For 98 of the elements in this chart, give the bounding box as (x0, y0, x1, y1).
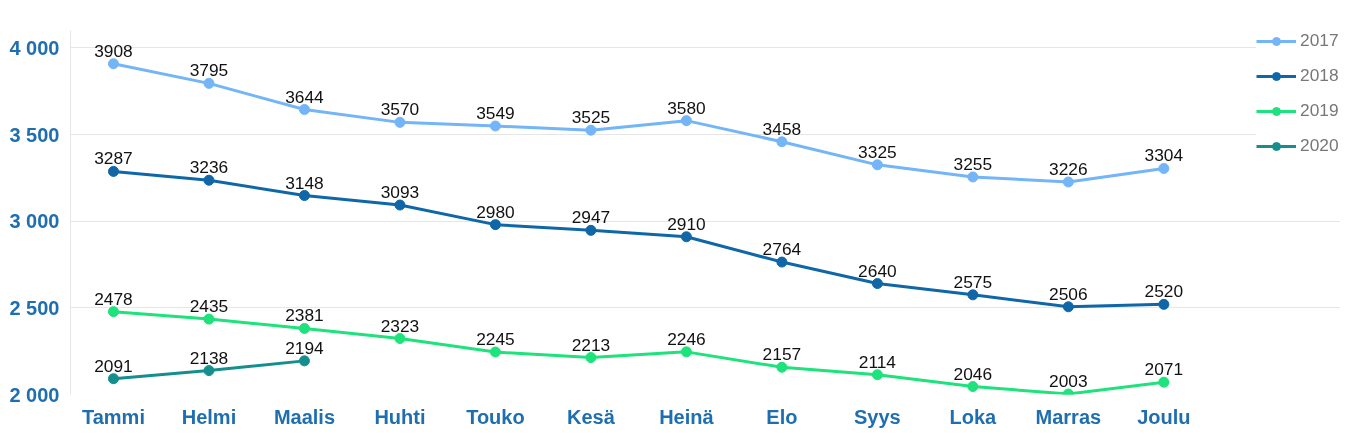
data-label: 2435 (189, 296, 229, 317)
data-label: 2157 (762, 344, 802, 365)
x-tick-label: Loka (949, 405, 998, 428)
data-label: 3236 (189, 157, 229, 178)
data-label: 2980 (476, 201, 515, 222)
point (298, 190, 310, 201)
x-tick-label: Touko (466, 405, 525, 428)
legend-label: 2020 (1300, 135, 1340, 156)
data-label: 2245 (476, 329, 515, 350)
point (394, 199, 406, 211)
y-tick-label: 4 000 (9, 36, 60, 59)
data-label: 3287 (94, 148, 133, 169)
point (776, 361, 788, 373)
point (967, 381, 979, 393)
point (489, 120, 501, 132)
data-label: 2194 (285, 337, 325, 358)
data-label: 2506 (1049, 283, 1088, 304)
point (1158, 376, 1170, 388)
point (1062, 301, 1074, 313)
point (107, 373, 119, 385)
data-label: 2947 (571, 207, 611, 228)
point (394, 116, 406, 128)
data-label: 2910 (667, 213, 706, 234)
data-label: 3304 (1144, 145, 1184, 166)
point (776, 136, 788, 148)
data-label: 2520 (1144, 281, 1184, 302)
point (394, 333, 406, 344)
point (871, 369, 883, 381)
data-label: 3093 (380, 182, 420, 203)
data-label: 2478 (94, 288, 133, 309)
point (489, 346, 501, 358)
data-label: 2046 (953, 363, 993, 384)
data-label: 2381 (285, 305, 324, 326)
point (871, 159, 883, 171)
x-tick-label: Joulu (1137, 405, 1191, 428)
data-label: 3580 (667, 97, 706, 118)
data-label: 3255 (953, 153, 993, 174)
legend-label: 2018 (1300, 65, 1340, 86)
data-label: 2213 (571, 334, 611, 355)
data-label: 2138 (189, 347, 229, 368)
data-label: 3908 (94, 40, 133, 61)
data-label: 2575 (953, 271, 993, 292)
point (967, 171, 979, 183)
data-label: 3525 (571, 107, 611, 128)
data-label: 3148 (285, 172, 324, 193)
data-label: 3644 (285, 86, 325, 107)
data-label: 3458 (762, 118, 802, 139)
point (680, 346, 692, 358)
data-label: 2764 (762, 239, 802, 260)
x-tick-label: Maalis (273, 405, 336, 428)
data-label: 2114 (858, 351, 897, 372)
y-tick-label: 3 500 (9, 123, 60, 146)
y-tick-label: 2 000 (9, 383, 60, 406)
point (585, 224, 597, 236)
data-label: 3549 (476, 103, 515, 124)
point (967, 289, 979, 301)
point (1062, 176, 1074, 188)
point (585, 352, 597, 364)
point (107, 306, 119, 318)
x-tick-label: Marras (1035, 405, 1102, 428)
point (203, 77, 215, 89)
point (298, 322, 310, 334)
point (871, 278, 883, 290)
x-tick-label: Huhti (374, 405, 426, 428)
y-tick-label: 3 000 (9, 210, 60, 233)
point (1158, 298, 1170, 310)
x-tick-label: Tammi (81, 405, 145, 428)
point (1158, 162, 1170, 174)
data-label: 2323 (380, 315, 420, 336)
data-label: 3570 (380, 99, 420, 120)
point (680, 115, 692, 127)
y-tick-label: 2 500 (9, 296, 60, 319)
data-label: 3795 (189, 60, 229, 81)
data-label: 2003 (1049, 370, 1088, 391)
data-label: 2091 (94, 355, 133, 376)
point (203, 174, 215, 186)
point (776, 256, 788, 268)
legend-label: 2017 (1300, 30, 1340, 51)
point (203, 365, 215, 377)
point (298, 104, 310, 116)
x-tick-label: Syys (854, 405, 901, 428)
point (298, 355, 310, 367)
x-tick-label: Kesä (567, 405, 616, 428)
x-tick-label: Heinä (659, 405, 715, 428)
point (107, 165, 119, 177)
point (489, 219, 501, 231)
point (680, 231, 692, 243)
legend-label: 2019 (1300, 100, 1340, 121)
data-label: 2640 (858, 260, 897, 281)
data-label: 3226 (1049, 158, 1088, 179)
x-tick-label: Helmi (181, 405, 237, 428)
data-label: 3325 (858, 141, 897, 162)
data-label: 2071 (1144, 359, 1184, 380)
point (107, 58, 119, 70)
point (585, 124, 597, 136)
data-label: 2246 (667, 328, 706, 349)
x-tick-label: Elo (766, 405, 798, 428)
point (203, 313, 215, 325)
